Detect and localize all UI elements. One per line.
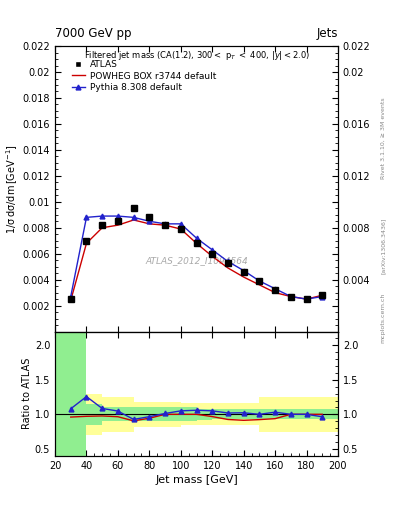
Text: Jets: Jets <box>316 27 338 40</box>
Text: Filtered jet mass (CA(1.2), 300$<$ p$_T$ $<$ 400, $|y| < 2.0$): Filtered jet mass (CA(1.2), 300$<$ p$_T$… <box>84 49 309 62</box>
Text: 7000 GeV pp: 7000 GeV pp <box>55 27 132 40</box>
X-axis label: Jet mass [GeV]: Jet mass [GeV] <box>155 475 238 485</box>
Text: Rivet 3.1.10, ≥ 3M events: Rivet 3.1.10, ≥ 3M events <box>381 97 386 179</box>
Text: [arXiv:1306.3436]: [arXiv:1306.3436] <box>381 218 386 274</box>
Legend: ATLAS, POWHEG BOX r3744 default, Pythia 8.308 default: ATLAS, POWHEG BOX r3744 default, Pythia … <box>68 56 220 96</box>
Y-axis label: Ratio to ATLAS: Ratio to ATLAS <box>22 358 32 429</box>
Text: mcplots.cern.ch: mcplots.cern.ch <box>381 292 386 343</box>
Text: ATLAS_2012_I1094564: ATLAS_2012_I1094564 <box>145 255 248 265</box>
Y-axis label: $\mathsf{1/\sigma\, d\sigma/dm\, [GeV^{-1}]}$: $\mathsf{1/\sigma\, d\sigma/dm\, [GeV^{-… <box>4 144 20 233</box>
